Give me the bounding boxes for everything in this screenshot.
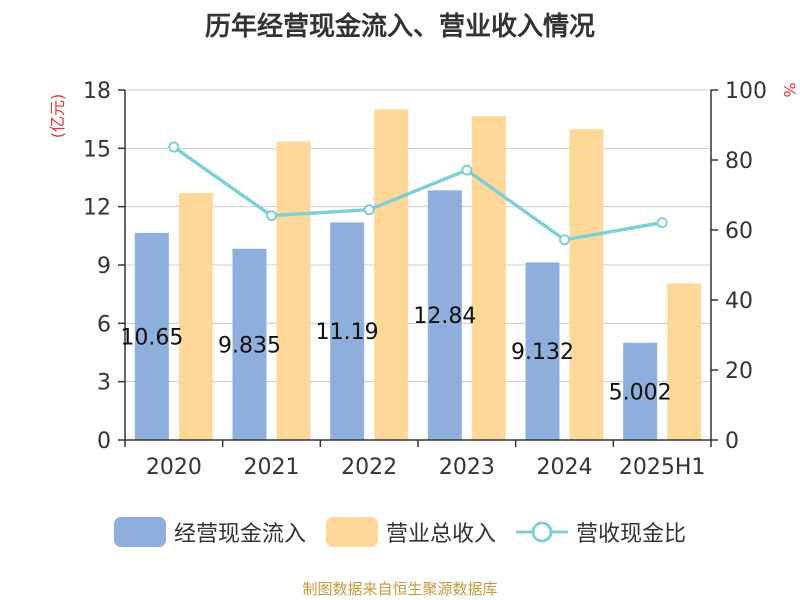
x-tick-label-2022: 2022 — [341, 455, 397, 480]
bar-revenue-2023 — [471, 116, 506, 440]
y-right-axis-label: % — [780, 82, 799, 97]
data-label-cash-2021: 9.835 — [218, 333, 281, 358]
bar-revenue-2024 — [569, 129, 604, 440]
y-right-tick-label: 20 — [725, 359, 753, 384]
line-layer — [168, 141, 668, 246]
bar-cash-2021 — [232, 248, 267, 440]
data-label-cash-2024: 9.132 — [511, 340, 574, 365]
x-tick-label-2023: 2023 — [439, 455, 495, 480]
bar-revenue-2025H1 — [667, 283, 702, 440]
source-note: 制图数据来自恒生聚源数据库 — [302, 580, 498, 598]
legend-swatch-revenue — [325, 517, 378, 547]
point-ratio-2023 — [461, 164, 473, 176]
bar-cash-2024 — [525, 262, 560, 440]
legend-swatch-cash — [113, 517, 166, 547]
y-left-tick-label: 0 — [97, 429, 111, 454]
bar-cash-2023 — [427, 190, 462, 440]
bar-layer — [134, 109, 702, 440]
y-right-tick-label: 80 — [725, 149, 753, 174]
y-left-tick-label: 18 — [83, 79, 111, 104]
data-label-cash-2023: 12.84 — [413, 304, 476, 329]
bar-cash-2025H1 — [623, 342, 658, 440]
y-left-tick-label: 3 — [97, 371, 111, 396]
point-ratio-2020 — [168, 141, 180, 153]
x-tick-label-2025H1: 2025H1 — [619, 455, 706, 480]
y-left-tick-label: 6 — [97, 312, 111, 337]
y-left-tick-label: 15 — [83, 137, 111, 162]
legend-label-revenue: 营业总收入 — [385, 522, 496, 547]
data-label-cash-2022: 11.19 — [316, 320, 379, 345]
data-label-cash-2025H1: 5.002 — [609, 380, 672, 405]
legend-item-revenue[interactable]: 营业总收入 — [325, 516, 496, 548]
legend: 经营现金流入 营业总收入 营收现金比 — [0, 516, 800, 548]
y-left-tick-label: 12 — [83, 196, 111, 221]
y-left-axis-label: (亿元) — [48, 94, 67, 139]
y-left-tick-label: 9 — [97, 254, 111, 279]
bar-revenue-2022 — [374, 109, 409, 440]
point-ratio-2024 — [559, 234, 570, 246]
legend-line-marker-icon — [516, 521, 568, 543]
data-label-cash-2020: 10.65 — [120, 325, 183, 350]
bar-revenue-2020 — [178, 193, 213, 440]
legend-label-ratio: 营收现金比 — [576, 522, 687, 547]
x-tick-label-2024: 2024 — [537, 455, 593, 480]
x-tick-label-2020: 2020 — [146, 455, 202, 480]
point-ratio-2025H1 — [656, 217, 668, 229]
bar-cash-2022 — [330, 222, 365, 440]
y-right-tick-label: 60 — [725, 219, 753, 244]
legend-item-ratio[interactable]: 营收现金比 — [516, 516, 686, 548]
line-ratio — [172, 145, 663, 242]
point-ratio-2022 — [363, 204, 375, 216]
y-right-tick-label: 100 — [725, 79, 767, 104]
bar-revenue-2021 — [276, 141, 311, 440]
legend-item-cash[interactable]: 经营现金流入 — [113, 516, 306, 548]
y-right-tick-label: 40 — [725, 289, 753, 314]
x-tick-label-2021: 2021 — [244, 455, 300, 480]
axis-layer: 0 3 6 9 12 15 18 0 20 40 60 80 100 2020 2021 2022 2023 20… — [48, 79, 799, 480]
legend-label-cash: 经营现金流入 — [173, 522, 306, 547]
chart-title: 历年经营现金流入、营业收入情况 — [204, 12, 595, 42]
y-right-tick-label: 0 — [725, 429, 739, 454]
label-layer: 10.65 9.835 11.19 12.84 9.132 5.002 — [120, 304, 671, 405]
bar-cash-2020 — [134, 232, 169, 440]
point-ratio-2021 — [266, 210, 277, 222]
